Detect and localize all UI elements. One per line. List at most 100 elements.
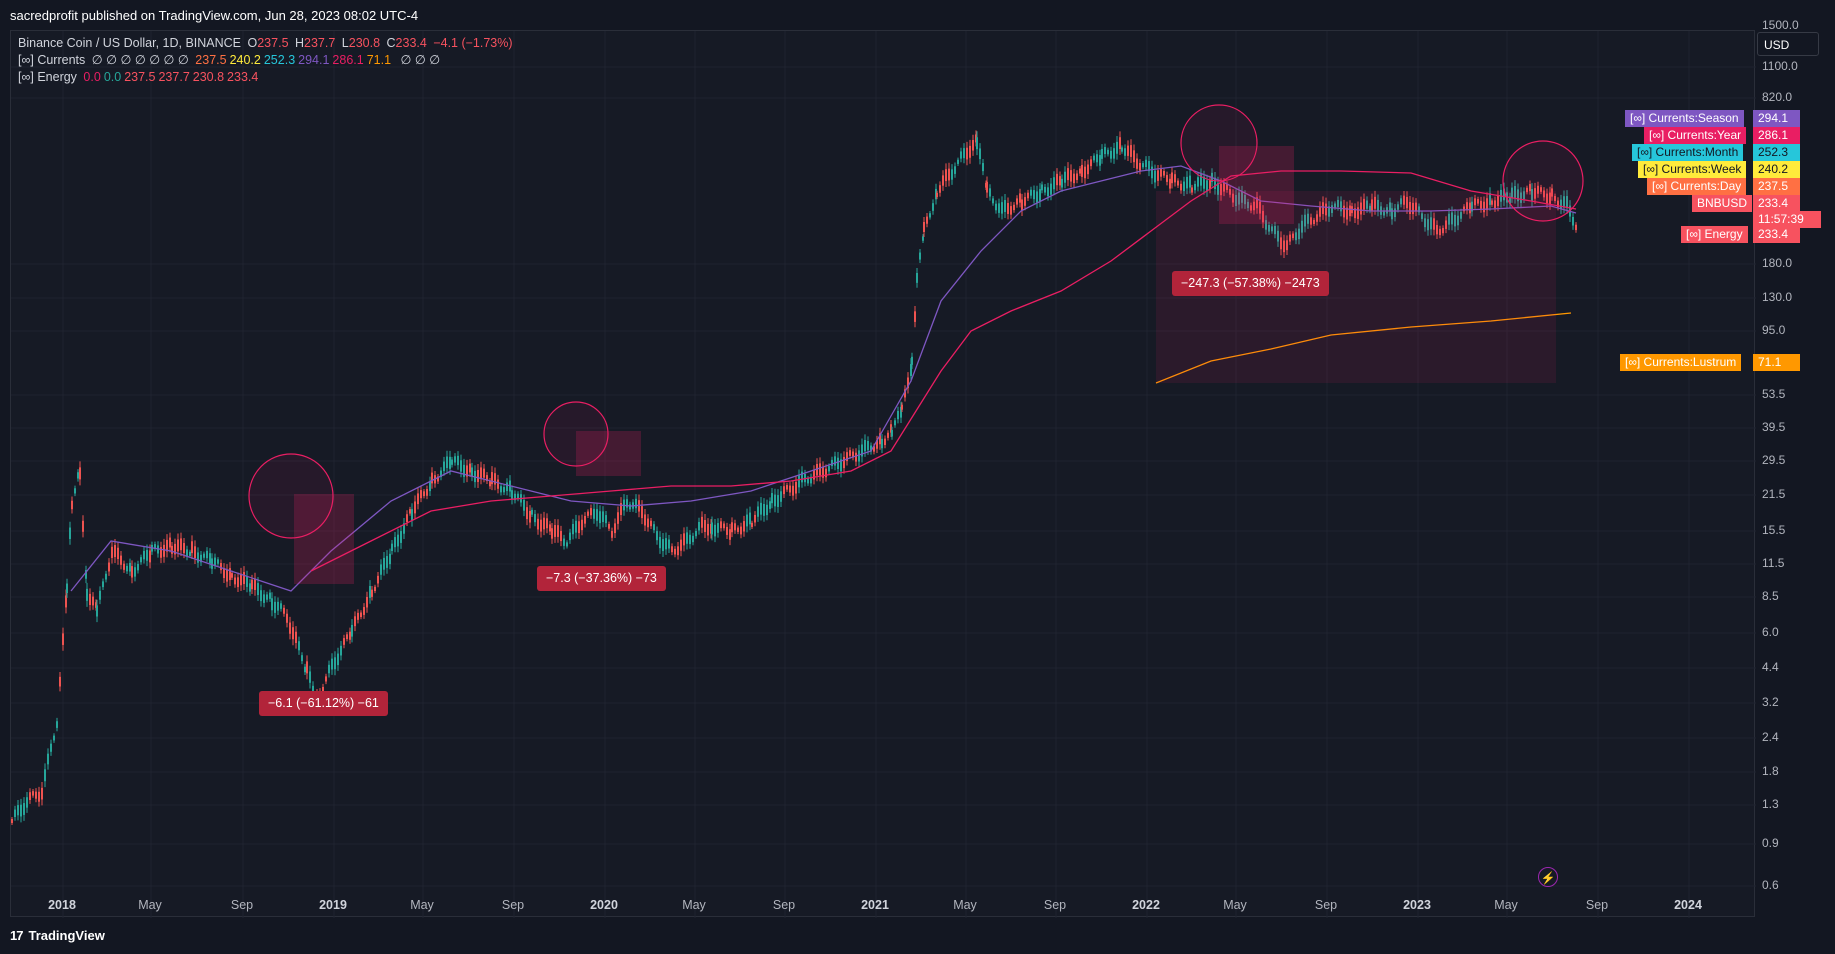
candle-body	[569, 532, 571, 541]
candle-body	[1436, 225, 1438, 235]
candle-body	[1016, 198, 1018, 205]
candle-body	[549, 524, 551, 532]
candle-body	[843, 456, 845, 469]
candle-body	[1104, 147, 1106, 155]
candle-body	[249, 583, 251, 592]
candle-body	[602, 511, 604, 523]
price-chart[interactable]	[11, 31, 1756, 918]
time-tick: Sep	[1585, 898, 1609, 912]
series-name-badge: [∞] Currents:Season	[1625, 110, 1744, 127]
candle-body	[409, 509, 411, 514]
candle-body	[1540, 187, 1542, 192]
candle-body	[554, 525, 556, 537]
candle-body	[397, 534, 399, 547]
measurement-label[interactable]: −247.3 (−57.38%) −2473	[1172, 271, 1329, 296]
candle-body	[1427, 219, 1429, 231]
candle-body	[1004, 200, 1006, 212]
candle-body	[66, 583, 68, 594]
candle-body	[858, 450, 860, 462]
measurement-label[interactable]: −7.3 (−37.36%) −73	[537, 566, 666, 591]
candle-body	[1099, 155, 1101, 166]
candle-body	[486, 475, 488, 482]
candle-body	[1259, 201, 1261, 214]
close-value: 233.4	[395, 36, 427, 50]
candle-body	[737, 527, 739, 532]
candle-body	[1220, 183, 1222, 196]
candle-body	[1021, 199, 1023, 211]
candle-body	[1238, 192, 1240, 205]
lustrum-line	[1155, 312, 1572, 384]
candle-body	[837, 457, 839, 470]
candle-body	[849, 450, 851, 456]
candle-body	[1537, 185, 1539, 194]
candle-body	[69, 527, 71, 539]
candle-body	[578, 521, 580, 534]
candle-body	[819, 463, 821, 476]
chart-pane[interactable]	[10, 30, 1756, 918]
candle-body	[786, 485, 788, 490]
candle-body	[665, 538, 667, 550]
currency-selector[interactable]: USD	[1757, 32, 1819, 56]
candle-body	[143, 550, 145, 560]
candle-body	[546, 518, 548, 529]
series-name-badge: [∞] Currents:Year	[1644, 127, 1747, 144]
candle-body	[1418, 206, 1420, 213]
candle-body	[1526, 187, 1528, 193]
currents-value-5: 71.1	[366, 53, 392, 67]
currency-label[interactable]: USD	[1764, 38, 1790, 52]
candle-body	[626, 499, 628, 508]
candle-body	[1160, 168, 1162, 177]
candle-body	[1349, 205, 1351, 217]
candle-body	[59, 676, 61, 687]
candle-body	[566, 542, 568, 547]
candle-body	[298, 641, 300, 651]
lightning-icon[interactable]: ⚡	[1538, 867, 1558, 887]
candle-body	[337, 653, 339, 666]
candle-body	[477, 469, 479, 482]
candle-body	[870, 445, 872, 452]
candle-body	[1394, 208, 1396, 218]
currents-legend-row[interactable]: [∞] Currents ∅ ∅ ∅ ∅ ∅ ∅ ∅ 237.5 240.2 252…	[18, 52, 516, 69]
candle-body	[855, 452, 857, 462]
candle-body	[1457, 215, 1459, 226]
energy-legend-row[interactable]: [∞] Energy 0.0 0.0 237.5 237.7 230.8 233.4	[18, 69, 516, 86]
candle-body	[780, 491, 782, 502]
candle-body	[734, 523, 736, 531]
candle-body	[698, 521, 700, 531]
candle-body	[1549, 192, 1551, 205]
candle-body	[383, 557, 385, 570]
candle-body	[876, 440, 878, 449]
candle-body	[1033, 190, 1035, 200]
candle-body	[183, 543, 185, 554]
candle-body	[635, 498, 637, 509]
candle-body	[723, 523, 725, 529]
candle-body	[277, 601, 279, 611]
candle-body	[394, 537, 396, 548]
candle-body	[1325, 203, 1327, 216]
candle-body	[517, 493, 519, 499]
candle-body	[23, 803, 25, 815]
candle-body	[1277, 230, 1279, 242]
candle-body	[982, 163, 984, 172]
candle-body	[1509, 196, 1511, 205]
candle-body	[1397, 204, 1399, 210]
candle-body	[1093, 155, 1095, 161]
candle-body	[1154, 170, 1156, 183]
candle-body	[1247, 201, 1249, 209]
series-value-badge: 233.4	[1753, 226, 1800, 243]
candle-body	[1406, 196, 1408, 209]
measurement-label[interactable]: −6.1 (−61.12%) −61	[259, 691, 388, 716]
candle-body	[1566, 196, 1568, 209]
candle-body	[243, 572, 245, 585]
currents-indicator-name[interactable]: [∞] Currents	[18, 53, 86, 67]
candle-body	[879, 433, 881, 445]
candle-body	[599, 511, 601, 524]
time-tick: May	[410, 898, 434, 912]
symbol-legend-row[interactable]: Binance Coin / US Dollar, 1D, BINANCE O2…	[18, 35, 516, 52]
candle-body	[457, 455, 459, 466]
candle-body	[1292, 233, 1294, 239]
energy-indicator-name[interactable]: [∞] Energy	[18, 70, 77, 84]
symbol-name[interactable]: Binance Coin / US Dollar, 1D, BINANCE	[18, 36, 242, 50]
candle-body	[494, 473, 496, 485]
candle-body	[328, 664, 330, 674]
